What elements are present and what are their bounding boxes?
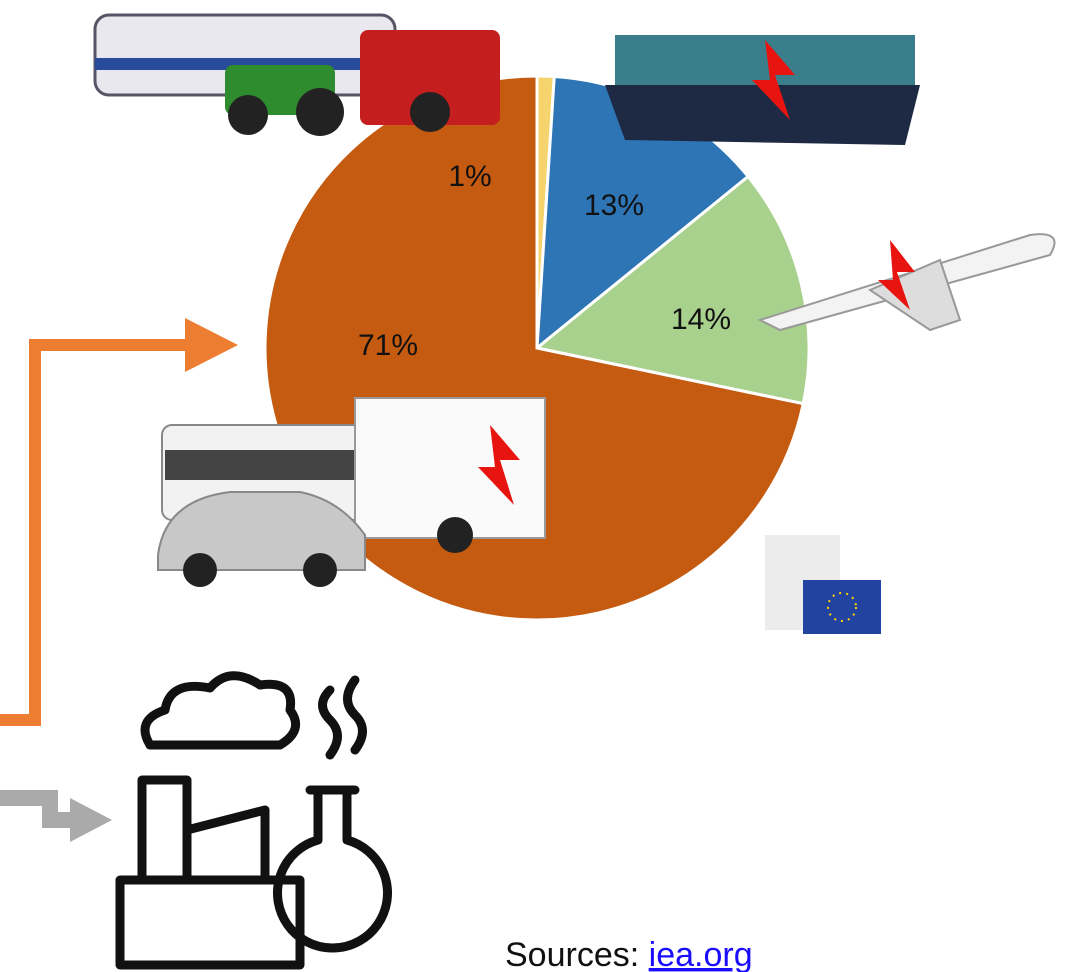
slice-label: 14%: [671, 303, 731, 336]
airplane: [757, 233, 1056, 332]
flow-arrow: [0, 339, 195, 726]
grey-arrowhead: [70, 798, 112, 842]
train-tractor-harvester: [93, 13, 500, 136]
pie-slice: [533, 174, 811, 406]
slice-label: 13%: [584, 189, 644, 222]
slice-label: 71%: [358, 329, 418, 362]
slice-label: 1%: [448, 160, 491, 193]
factory-icon: [115, 671, 392, 970]
container-ship: [605, 35, 920, 145]
source-link[interactable]: iea.org: [649, 936, 753, 972]
source-note: Sources: iea.org: [505, 936, 753, 972]
bus-truck-car: [157, 397, 546, 587]
eu-logo: [765, 535, 881, 634]
source-label: Sources:: [505, 936, 639, 972]
flow-arrowhead: [185, 318, 238, 372]
grey-arrow: [0, 790, 75, 828]
